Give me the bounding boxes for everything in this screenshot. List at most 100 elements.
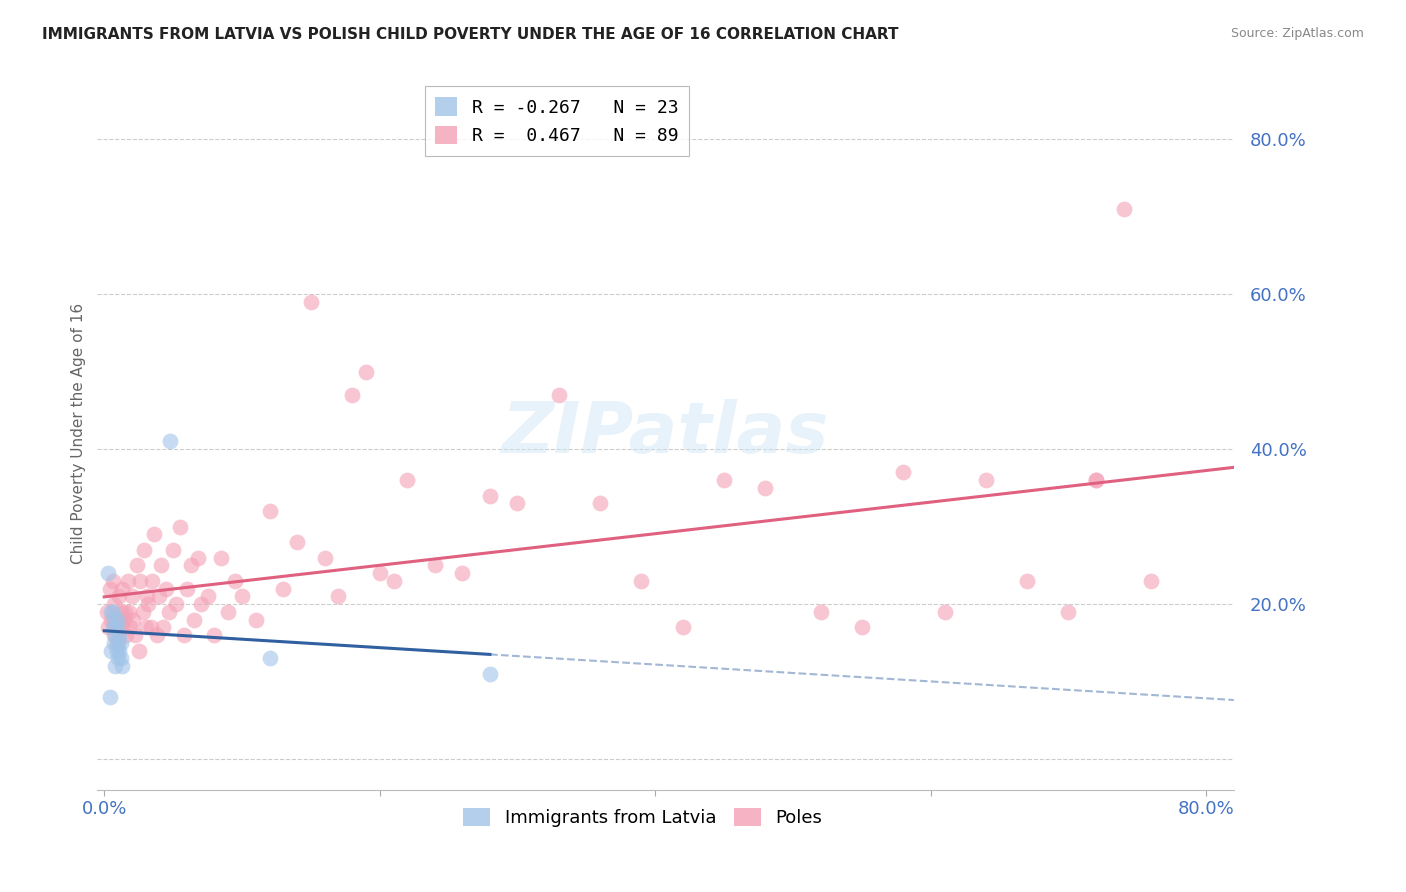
Point [396, 473, 419, 487]
Point [180, 558, 202, 573]
Point [105, 636, 128, 650]
Point [157, 605, 180, 619]
Point [299, 295, 322, 310]
Point [121, 590, 143, 604]
Point [423, 558, 446, 573]
Text: IMMIGRANTS FROM LATVIA VS POLISH CHILD POVERTY UNDER THE AGE OF 16 CORRELATION C: IMMIGRANTS FROM LATVIA VS POLISH CHILD P… [42, 27, 898, 42]
Point [245, 613, 267, 627]
Y-axis label: Child Poverty Under the Age of 16: Child Poverty Under the Age of 16 [72, 303, 86, 565]
Point [183, 613, 205, 627]
Point [135, 620, 157, 634]
Point [104, 659, 127, 673]
Point [103, 613, 125, 627]
Point [478, 489, 501, 503]
Point [117, 574, 139, 588]
Point [107, 613, 129, 627]
Point [754, 481, 776, 495]
Point [111, 659, 134, 673]
Point [98, 690, 121, 704]
Point [1140, 574, 1163, 588]
Point [103, 628, 125, 642]
Point [165, 597, 187, 611]
Point [1085, 473, 1108, 487]
Point [478, 666, 501, 681]
Point [108, 643, 131, 657]
Point [108, 628, 131, 642]
Point [115, 628, 138, 642]
Point [105, 620, 128, 634]
Point [107, 651, 129, 665]
Point [104, 628, 127, 642]
Point [169, 519, 191, 533]
Point [134, 542, 156, 557]
Point [1057, 605, 1080, 619]
Point [101, 605, 124, 619]
Point [136, 590, 159, 604]
Point [111, 582, 134, 596]
Point [231, 590, 253, 604]
Point [101, 620, 124, 634]
Point [1085, 473, 1108, 487]
Point [176, 582, 198, 596]
Point [672, 620, 695, 634]
Point [122, 613, 145, 627]
Point [354, 365, 377, 379]
Point [114, 605, 136, 619]
Point [851, 620, 873, 634]
Point [547, 388, 569, 402]
Point [152, 620, 174, 634]
Point [1112, 202, 1135, 216]
Point [173, 628, 195, 642]
Point [630, 574, 652, 588]
Point [141, 574, 163, 588]
Point [382, 574, 405, 588]
Point [506, 496, 529, 510]
Point [974, 473, 997, 487]
Point [224, 574, 246, 588]
Point [132, 605, 155, 619]
Point [128, 643, 150, 657]
Point [259, 651, 281, 665]
Point [136, 597, 159, 611]
Point [209, 550, 232, 565]
Point [149, 558, 172, 573]
Point [148, 590, 170, 604]
Text: ZIPatlas: ZIPatlas [502, 400, 830, 468]
Point [118, 605, 141, 619]
Point [107, 613, 129, 627]
Point [107, 636, 129, 650]
Point [110, 651, 132, 665]
Point [810, 605, 832, 619]
Point [891, 466, 914, 480]
Text: Source: ZipAtlas.com: Source: ZipAtlas.com [1230, 27, 1364, 40]
Point [204, 628, 226, 642]
Point [1017, 574, 1039, 588]
Point [197, 590, 219, 604]
Point [589, 496, 612, 510]
Point [120, 620, 142, 634]
Point [328, 590, 350, 604]
Point [273, 582, 295, 596]
Point [98, 582, 121, 596]
Point [155, 582, 177, 596]
Point [451, 566, 474, 580]
Point [100, 605, 122, 619]
Point [112, 613, 135, 627]
Point [97, 620, 120, 634]
Point [100, 613, 122, 627]
Point [142, 527, 165, 541]
Point [713, 473, 735, 487]
Point [217, 605, 239, 619]
Point [124, 628, 146, 642]
Point [368, 566, 391, 580]
Point [139, 620, 162, 634]
Point [127, 558, 149, 573]
Point [103, 636, 125, 650]
Point [187, 550, 209, 565]
Point [103, 597, 125, 611]
Point [96, 605, 118, 619]
Point [108, 628, 131, 642]
Point [259, 504, 281, 518]
Point [934, 605, 956, 619]
Point [340, 388, 363, 402]
